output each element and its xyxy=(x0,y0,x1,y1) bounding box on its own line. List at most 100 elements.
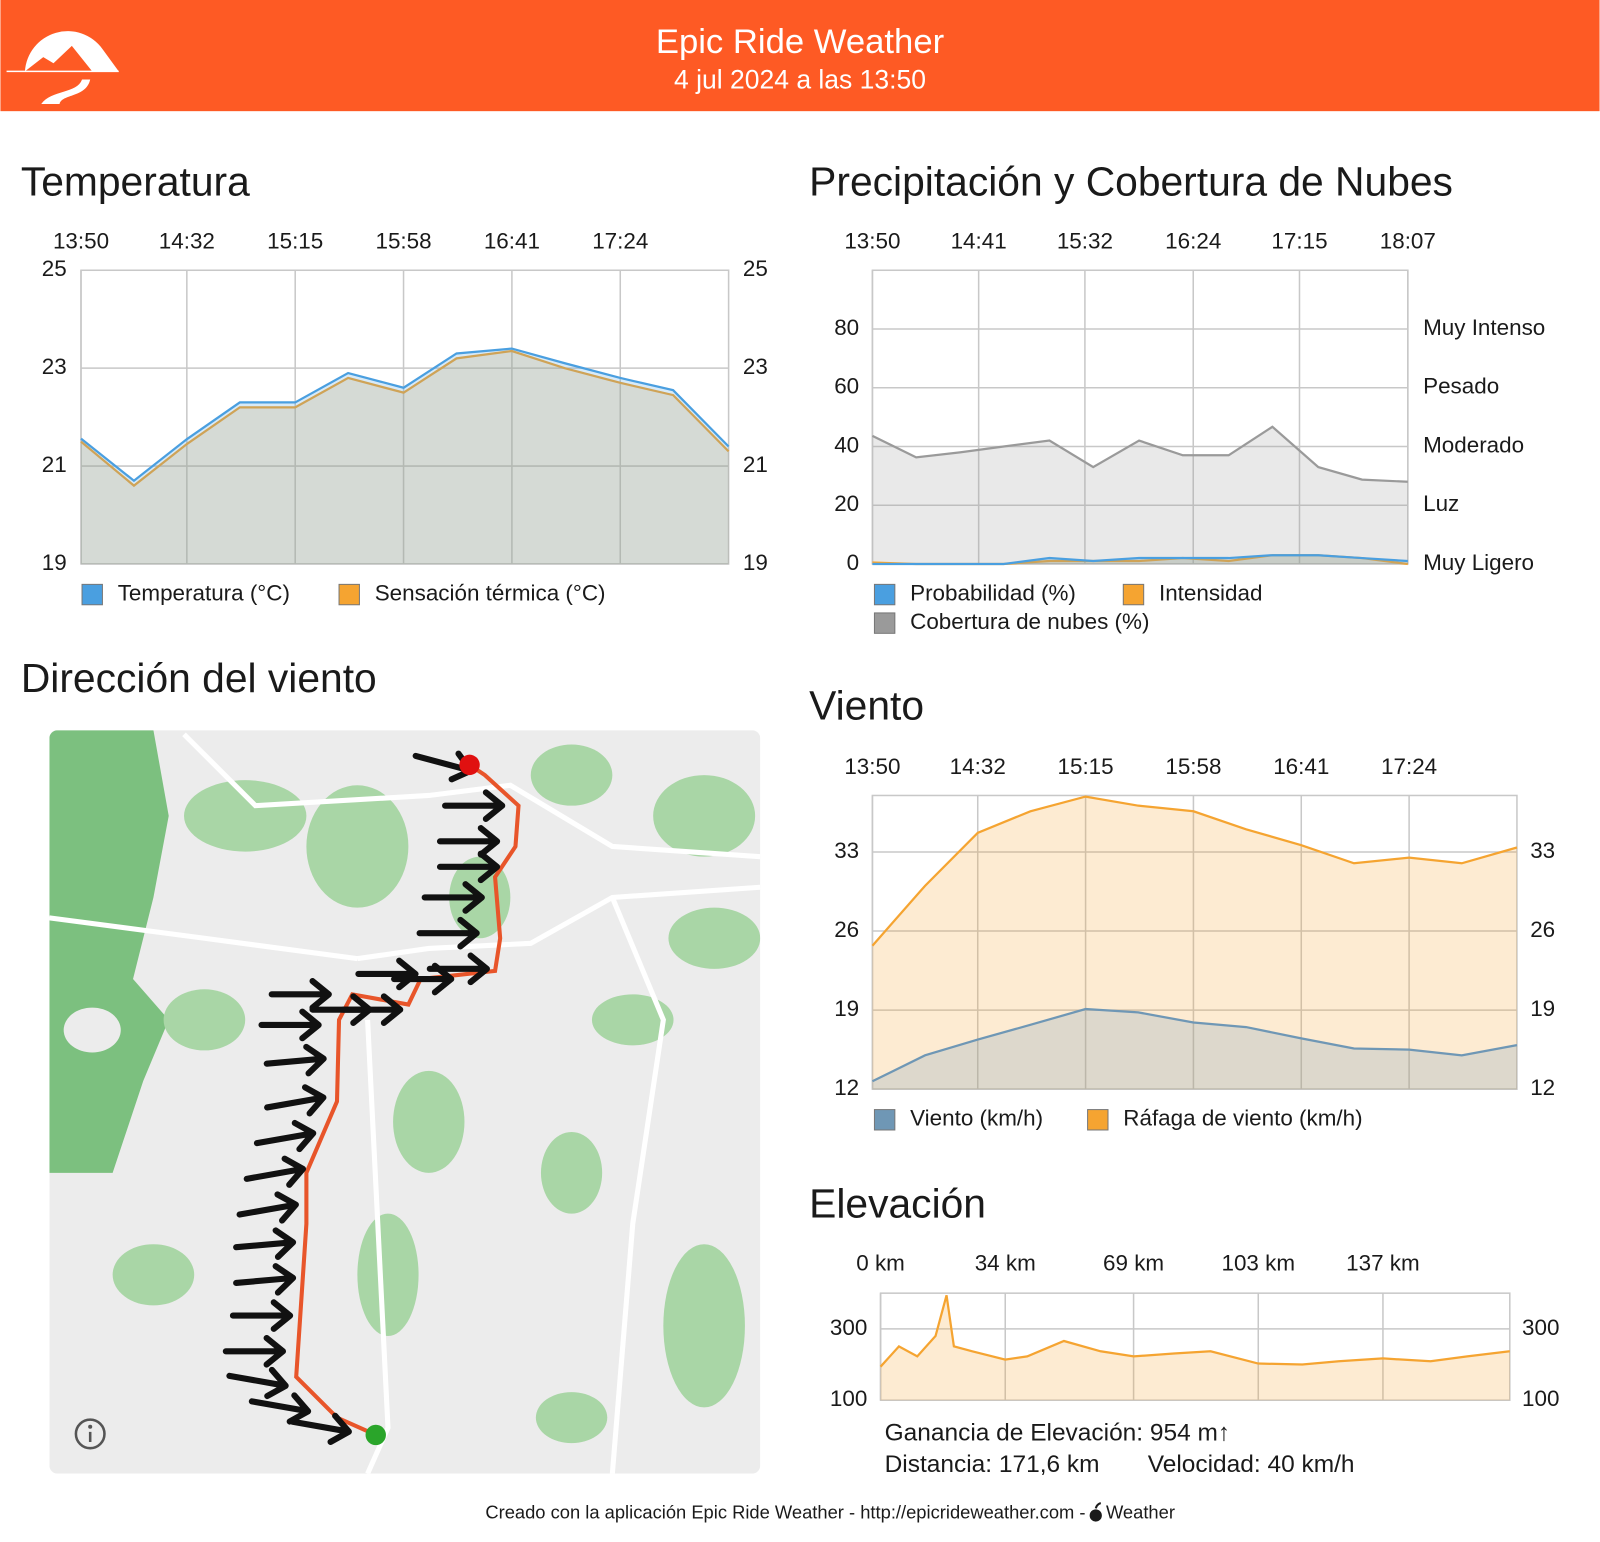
x-tick-label: 16:41 xyxy=(1273,754,1329,779)
legend-swatch xyxy=(338,583,360,606)
x-tick-label: 34 km xyxy=(975,1251,1036,1276)
legend-swatch xyxy=(873,583,896,606)
footer-brand: Weather xyxy=(1106,1501,1175,1522)
x-tick-label: 15:32 xyxy=(1057,229,1113,254)
y-tick-label: 300 xyxy=(830,1315,867,1340)
footer-text: Creado con la aplicación Epic Ride Weath… xyxy=(485,1501,1085,1522)
apple-logo xyxy=(1089,1502,1102,1522)
series-line xyxy=(879,1295,1510,1368)
map xyxy=(49,730,761,1474)
x-tick-label: 15:15 xyxy=(1058,754,1114,779)
y-tick-label: 40 xyxy=(834,432,859,457)
series-line xyxy=(80,349,730,488)
legend-swatch xyxy=(1087,1109,1109,1131)
header-bar xyxy=(0,0,1600,112)
y-tick-label: 60 xyxy=(834,374,859,399)
chart-title: Precipitación y Cobertura de Nubes xyxy=(809,158,1453,204)
legend-label: Ráfaga de viento (km/h) xyxy=(1123,1106,1362,1131)
series-line xyxy=(871,795,1518,947)
info-button[interactable] xyxy=(74,1418,106,1450)
area-fill xyxy=(872,426,1408,564)
x-tick-label: 14:32 xyxy=(950,754,1006,779)
y2-tick-label: 300 xyxy=(1522,1315,1559,1340)
plot-area xyxy=(871,269,1409,565)
area-fill xyxy=(872,1009,1517,1090)
y2-tick-label: 19 xyxy=(1530,996,1555,1021)
y2-tick-label: 21 xyxy=(743,452,768,477)
chart xyxy=(80,269,730,565)
plot-area xyxy=(879,1292,1511,1402)
x-tick-label: 13:50 xyxy=(53,229,109,254)
x-tick-label: 16:41 xyxy=(484,229,540,254)
series-line xyxy=(872,554,1408,566)
legend-label: Probabilidad (%) xyxy=(910,580,1076,605)
legend-label: Intensidad xyxy=(1159,580,1262,605)
legend-label: Sensación térmica (°C) xyxy=(375,580,606,605)
y-tick-label: 0 xyxy=(847,550,859,575)
y-tick-label: 80 xyxy=(834,315,859,340)
end-marker xyxy=(459,754,480,776)
logo xyxy=(6,31,119,105)
speed: Velocidad: 40 km/h xyxy=(1148,1451,1355,1478)
x-tick-label: 13:50 xyxy=(844,229,900,254)
y-tick-label: 26 xyxy=(834,917,859,942)
x-tick-label: 17:15 xyxy=(1271,229,1327,254)
series-line xyxy=(871,425,1408,483)
chart-title: Viento xyxy=(809,683,924,729)
y2-tick-label: 19 xyxy=(743,550,768,575)
area-fill xyxy=(880,1295,1510,1401)
y-tick-label: 25 xyxy=(42,256,67,281)
elevation-gain: Ganancia de Elevación: 954 m↑ xyxy=(885,1419,1230,1446)
date-subtitle: 4 jul 2024 a las 13:50 xyxy=(674,65,926,95)
x-tick-label: 16:24 xyxy=(1165,229,1221,254)
legend-swatch xyxy=(81,583,103,606)
area-fill xyxy=(872,555,1408,564)
x-tick-label: 0 km xyxy=(856,1251,905,1276)
y-tick-label: 23 xyxy=(42,354,67,379)
y2-tick-label: Muy Intenso xyxy=(1423,315,1545,340)
x-tick-label: 15:58 xyxy=(375,229,431,254)
y2-tick-label: 12 xyxy=(1530,1075,1555,1100)
legend-swatch xyxy=(1122,583,1145,606)
legend-label: Cobertura de nubes (%) xyxy=(910,609,1149,634)
app-title: Epic Ride Weather xyxy=(656,23,944,61)
x-tick-label: 17:24 xyxy=(1381,754,1437,779)
route xyxy=(294,763,521,1437)
y-tick-label: 100 xyxy=(830,1386,867,1411)
x-tick-label: 17:24 xyxy=(592,229,648,254)
x-tick-label: 15:15 xyxy=(267,229,323,254)
y2-tick-label: 33 xyxy=(1530,838,1555,863)
series-line xyxy=(80,347,730,483)
chart xyxy=(879,1292,1511,1402)
legend-swatch xyxy=(873,612,896,634)
chart-title: Elevación xyxy=(809,1180,986,1226)
x-tick-label: 13:50 xyxy=(844,754,900,779)
series-line xyxy=(871,1007,1518,1083)
y-tick-label: 21 xyxy=(42,452,67,477)
legend-label: Viento (km/h) xyxy=(910,1106,1043,1131)
x-tick-label: 137 km xyxy=(1346,1251,1420,1276)
x-tick-label: 18:07 xyxy=(1380,229,1436,254)
y2-tick-label: 100 xyxy=(1522,1386,1559,1411)
area-fill xyxy=(81,351,729,564)
y-tick-label: 12 xyxy=(834,1075,859,1100)
y2-tick-label: Moderado xyxy=(1423,432,1524,457)
start-marker xyxy=(365,1424,386,1446)
y2-tick-label: 25 xyxy=(743,256,768,281)
area-fill xyxy=(872,555,1408,564)
x-tick-label: 14:41 xyxy=(951,229,1007,254)
y2-tick-label: Muy Ligero xyxy=(1423,550,1534,575)
x-tick-label: 14:32 xyxy=(159,229,215,254)
chart xyxy=(871,269,1409,566)
y2-tick-label: Pesado xyxy=(1423,374,1499,399)
y2-tick-label: 23 xyxy=(743,354,768,379)
y-tick-label: 19 xyxy=(834,996,859,1021)
y2-tick-label: Luz xyxy=(1423,491,1459,516)
legend-swatch xyxy=(873,1109,896,1131)
map-title: Dirección del viento xyxy=(21,655,377,701)
chart xyxy=(871,794,1518,1090)
y2-tick-label: 26 xyxy=(1530,917,1555,942)
y-tick-label: 19 xyxy=(42,550,67,575)
